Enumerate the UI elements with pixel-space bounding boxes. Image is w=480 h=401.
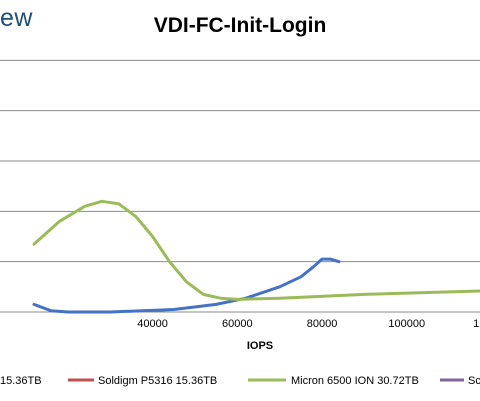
x-tick-label: 120000	[473, 318, 480, 330]
legend-label-3: Sc	[468, 375, 480, 387]
legend-label-1: Soldigm P5316 15.36TB	[98, 375, 217, 387]
brand-logo-text: ew	[0, 4, 33, 32]
series-line-0	[32, 257, 341, 314]
legend-label-2: Micron 6500 ION 30.72TB	[291, 375, 419, 387]
gridlines	[0, 59, 480, 263]
series-lines	[32, 199, 480, 314]
series-line-2	[32, 199, 480, 301]
x-tick-label: 40000	[137, 318, 168, 330]
legend: 15.36TB Soldigm P5316 15.36TB Micron 6500 …	[0, 375, 480, 387]
x-tick-label: 80000	[307, 318, 338, 330]
x-tick-label: 100000	[388, 318, 425, 330]
x-axis-label: IOPS	[247, 340, 273, 352]
x-tick-labels: 400006000080000100000120000140000	[137, 318, 480, 330]
legend-label-0: 15.36TB	[0, 375, 42, 387]
x-tick-label: 60000	[222, 318, 253, 330]
chart-title: VDI-FC-Init-Login	[153, 14, 327, 37]
